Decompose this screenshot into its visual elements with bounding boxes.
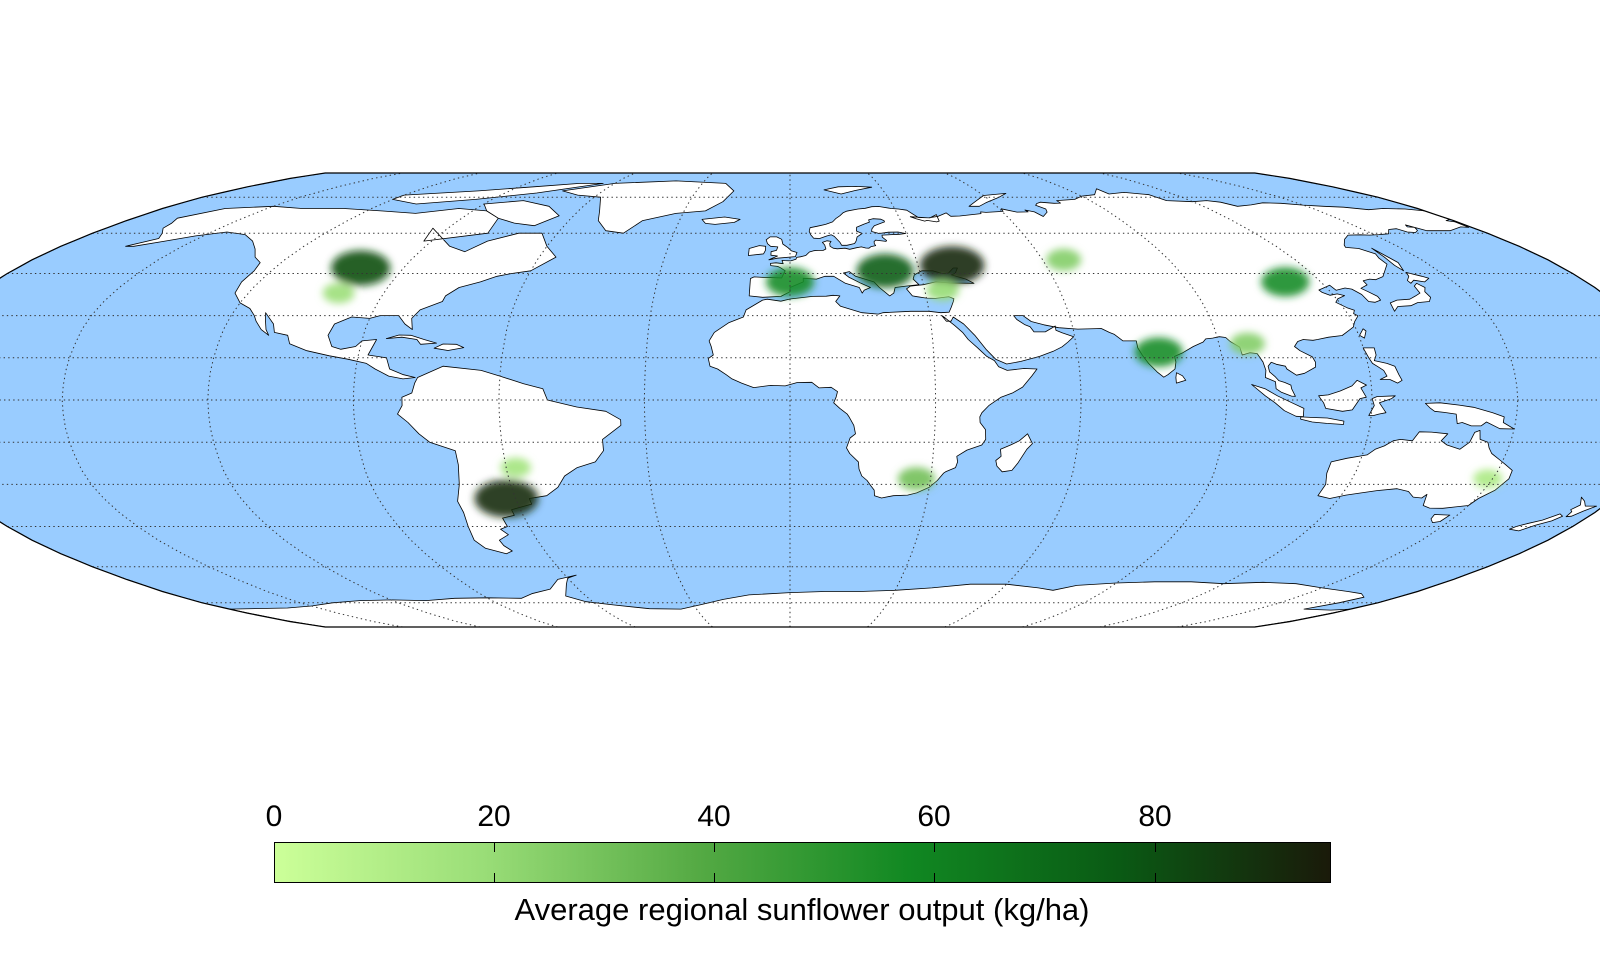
colorbar-tick-mark [1155,843,1156,852]
meridian-line [1177,173,1519,627]
landmass-philippines [1362,347,1403,384]
production-region-paraguay-brazil [500,457,531,478]
production-region-south-africa [897,467,936,491]
landmass-iceland [701,216,741,225]
colorbar-title: Average regional sunflower output (kg/ha… [514,892,1090,927]
colorbar-tick-mark [934,843,935,852]
colorbar-tick-mark [714,843,715,852]
production-region-china-north [1261,267,1310,297]
landmass-madagascar [995,433,1033,473]
landmass-australia [1317,430,1513,509]
landmass-sri-lanka [1175,372,1187,384]
graticule [0,173,1600,627]
landmass-new-zealand-s [1509,513,1563,532]
production-region-north-america-plains [331,250,391,286]
landmass-svalbard [823,186,873,195]
colorbar-tick-mark [494,843,495,852]
landmass-japan [1389,282,1431,312]
landmass-hokkaido [1405,272,1430,284]
landmass-sulawesi [1368,395,1396,416]
production-region-kazakhstan [1046,248,1082,271]
landmass-antarctica [228,574,1365,627]
colorbar-tick-label: 60 [917,800,951,833]
production-region-argentina [474,479,539,518]
production-region-india [1134,337,1183,367]
map-border [0,172,1600,628]
landmass-sakhalin [1371,247,1404,272]
landmass-java [1300,416,1345,425]
landmass-greenland [562,180,735,234]
colorbar-tick-label: 20 [477,800,511,833]
landmass-cuba [385,334,437,345]
landmass-ireland [748,245,767,256]
colorbar-tick-mark [714,873,715,882]
colorbar-tick-label: 40 [697,800,731,833]
production-region-ukraine-russia [919,246,985,285]
colorbar-tick-mark [934,873,935,882]
landmass-novaya-zemlya [968,193,1007,207]
production-region-myanmar [1230,332,1265,355]
production-region-australia-east [1473,469,1503,489]
landmass-tasmania [1430,514,1451,523]
colorbar-tick-label: 0 [265,800,283,833]
landmass-taiwan [1359,328,1367,339]
production-region-eastern-europe [856,253,914,288]
landmass-britain [765,236,798,261]
landmass-sumatra [1251,384,1305,417]
landmass-new-guinea [1425,402,1515,430]
landmass-baffin [483,200,560,227]
sunflower-production-layer [322,246,1503,518]
landmass-hispaniola [433,343,465,351]
production-region-turkey [926,279,960,301]
colorbar-tick-label: 80 [1138,800,1172,833]
landmass-borneo [1318,379,1367,412]
colorbar-tick-mark [1155,873,1156,882]
colorbar [274,842,1331,883]
landmass-new-zealand-n [1565,496,1597,518]
landmass-arctic-islands [392,183,604,205]
production-region-north-america-south [322,282,355,304]
colorbar-tick-mark [494,873,495,882]
